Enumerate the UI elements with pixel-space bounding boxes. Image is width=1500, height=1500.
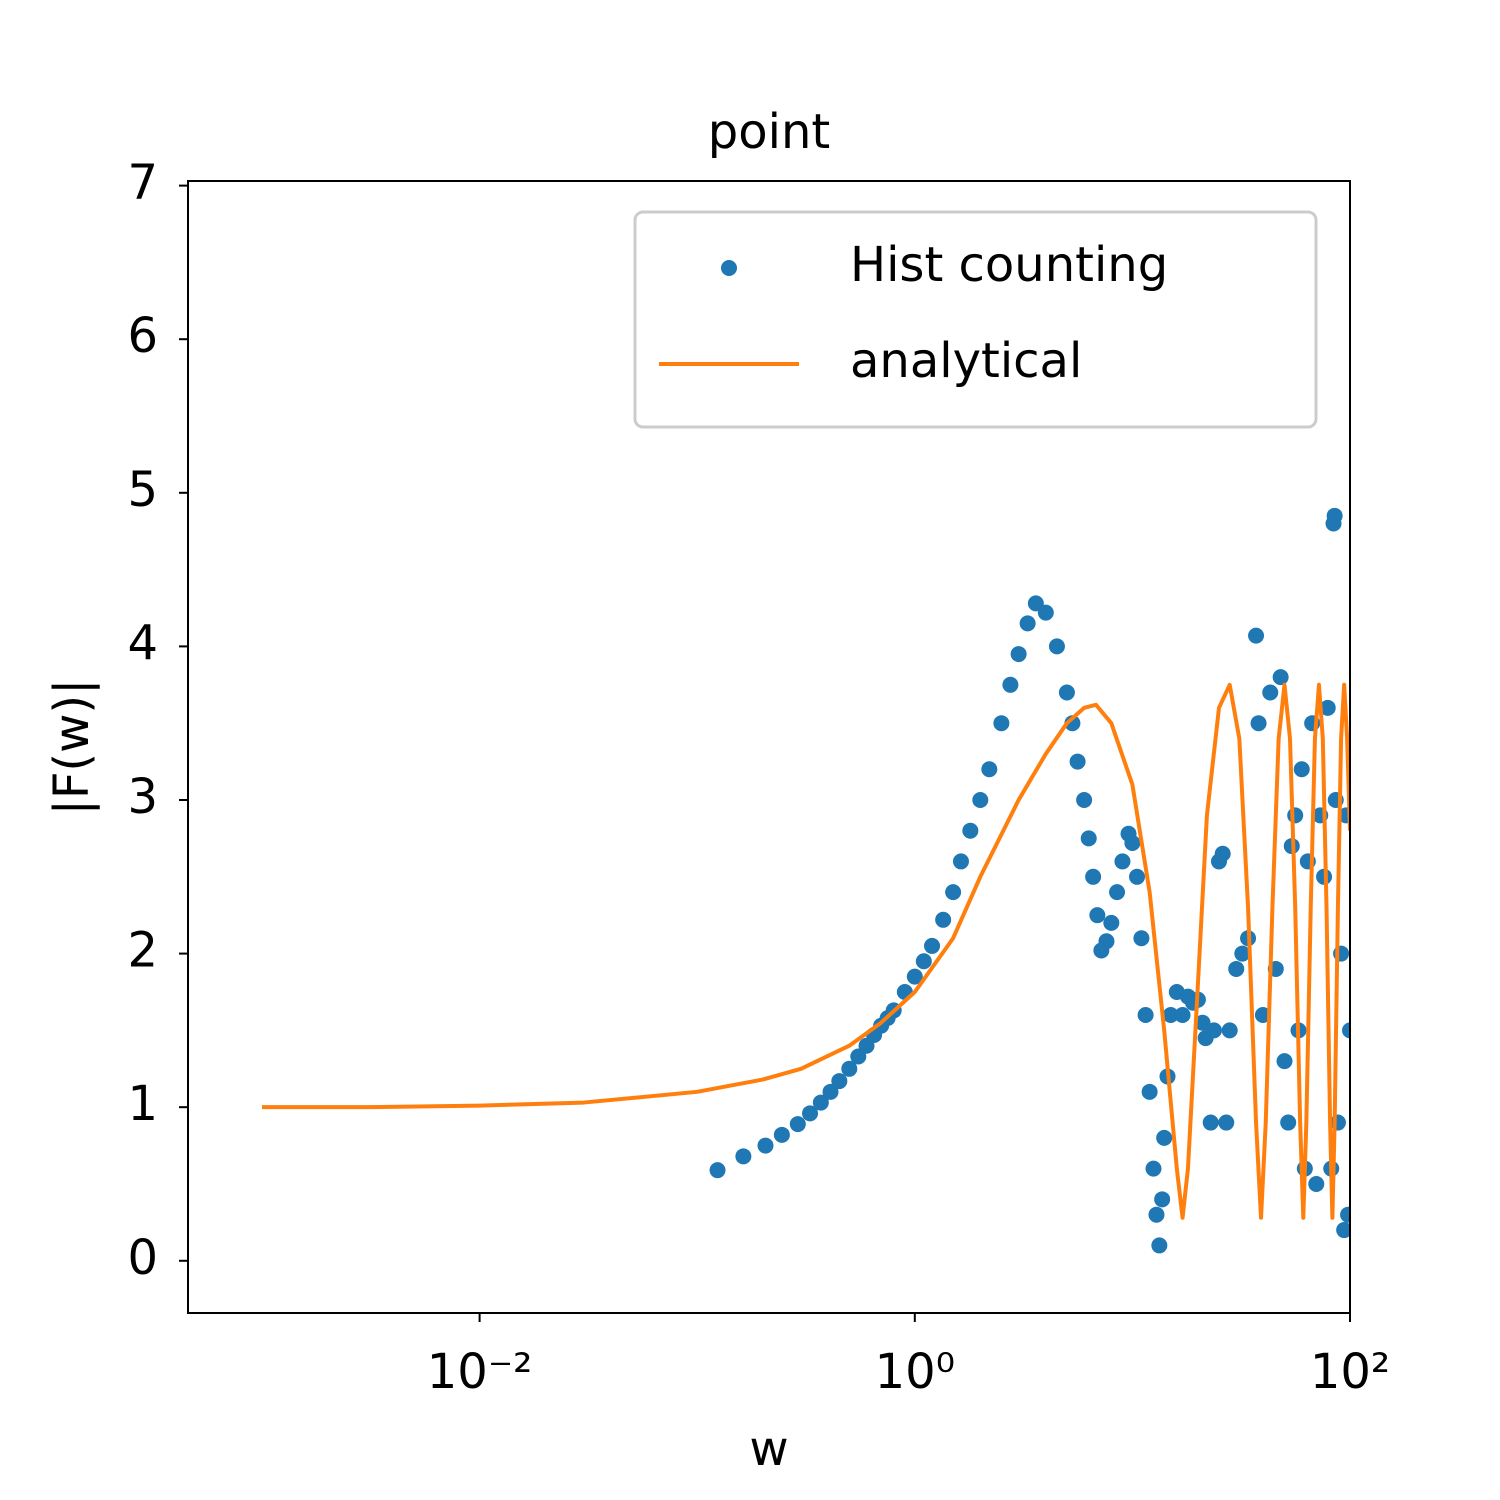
data-point (1002, 676, 1019, 693)
data-point (1218, 1114, 1235, 1131)
data-point (1228, 960, 1245, 977)
data-point (1124, 834, 1141, 851)
data-point (1145, 1160, 1162, 1177)
data-point (757, 1137, 774, 1154)
data-point (1129, 868, 1146, 885)
x-tick-label: 10⁻² (427, 1344, 533, 1400)
x-tick-label: 10² (1310, 1344, 1390, 1400)
data-point (1141, 1083, 1158, 1100)
data-point (841, 1060, 858, 1077)
data-point (945, 884, 962, 901)
data-point (952, 853, 969, 870)
data-point (1010, 646, 1027, 663)
data-point (1262, 684, 1279, 701)
y-tick-label: 7 (127, 155, 158, 211)
data-point (1156, 1129, 1173, 1146)
data-point (1276, 1053, 1293, 1070)
data-point (1148, 1206, 1165, 1223)
legend-box (633, 210, 1318, 429)
data-point (1202, 1114, 1219, 1131)
x-tick-label: 10⁰ (875, 1344, 955, 1400)
data-point (1250, 715, 1267, 732)
data-point (822, 1083, 839, 1100)
data-point (1308, 1175, 1325, 1192)
data-point (1329, 1114, 1346, 1131)
data-point (802, 1105, 819, 1122)
data-point (1234, 945, 1251, 962)
data-point (1194, 1014, 1211, 1031)
data-point (1069, 753, 1086, 770)
data-point (1287, 807, 1304, 824)
x-axis-label: w (749, 1421, 788, 1477)
legend-marker (721, 260, 737, 276)
data-point (1076, 791, 1093, 808)
data-point (1254, 1007, 1271, 1024)
chart-title: point (708, 104, 830, 160)
data-point (962, 822, 979, 839)
data-point (924, 937, 941, 954)
legend-label: analytical (850, 333, 1082, 389)
data-point (1114, 853, 1131, 870)
data-point (1162, 1007, 1179, 1024)
data-point (1037, 604, 1054, 621)
data-point (1151, 1237, 1168, 1254)
data-point (1342, 1022, 1350, 1039)
data-point (1089, 907, 1106, 924)
legend-label: Hist counting (850, 237, 1168, 293)
data-point (1340, 1206, 1350, 1223)
data-point (1109, 884, 1126, 901)
data-point (1103, 914, 1120, 931)
y-tick-label: 6 (127, 308, 158, 364)
data-point (915, 953, 932, 970)
data-point (1058, 684, 1075, 701)
data-point (1174, 1007, 1191, 1024)
data-point (1205, 1022, 1222, 1039)
data-line (262, 682, 1350, 1220)
plot-area (262, 507, 1350, 1254)
data-point (1336, 1222, 1350, 1239)
data-point (981, 761, 998, 778)
data-point (972, 791, 989, 808)
data-point (1154, 1191, 1171, 1208)
plot-frame (187, 180, 1351, 1314)
data-point (906, 968, 923, 985)
data-point (1293, 761, 1310, 778)
data-point (1019, 615, 1036, 632)
data-point (1221, 1022, 1238, 1039)
data-point (1280, 1114, 1297, 1131)
data-point (735, 1148, 752, 1165)
y-axis-label: |F(w)| (44, 679, 100, 816)
y-tick-label: 2 (127, 923, 158, 979)
data-point (1319, 699, 1336, 716)
y-tick-label: 1 (127, 1076, 158, 1132)
y-tick-label: 5 (127, 462, 158, 518)
data-point (1326, 507, 1343, 524)
data-point (993, 715, 1010, 732)
data-point (709, 1162, 726, 1179)
data-point (1272, 669, 1289, 686)
y-tick-label: 3 (127, 769, 158, 825)
data-point (812, 1094, 829, 1111)
data-point (1048, 638, 1065, 655)
data-point (1133, 930, 1150, 947)
data-point (831, 1073, 848, 1090)
data-point (773, 1126, 790, 1143)
data-point (1080, 830, 1097, 847)
data-point (1214, 845, 1231, 862)
y-tick-label: 4 (127, 615, 158, 671)
data-point (1137, 1007, 1154, 1024)
data-point (1248, 627, 1265, 644)
y-tick-label: 0 (127, 1230, 158, 1286)
data-point (1085, 868, 1102, 885)
data-point (1098, 933, 1115, 950)
data-point (789, 1116, 806, 1133)
data-point (935, 911, 952, 928)
